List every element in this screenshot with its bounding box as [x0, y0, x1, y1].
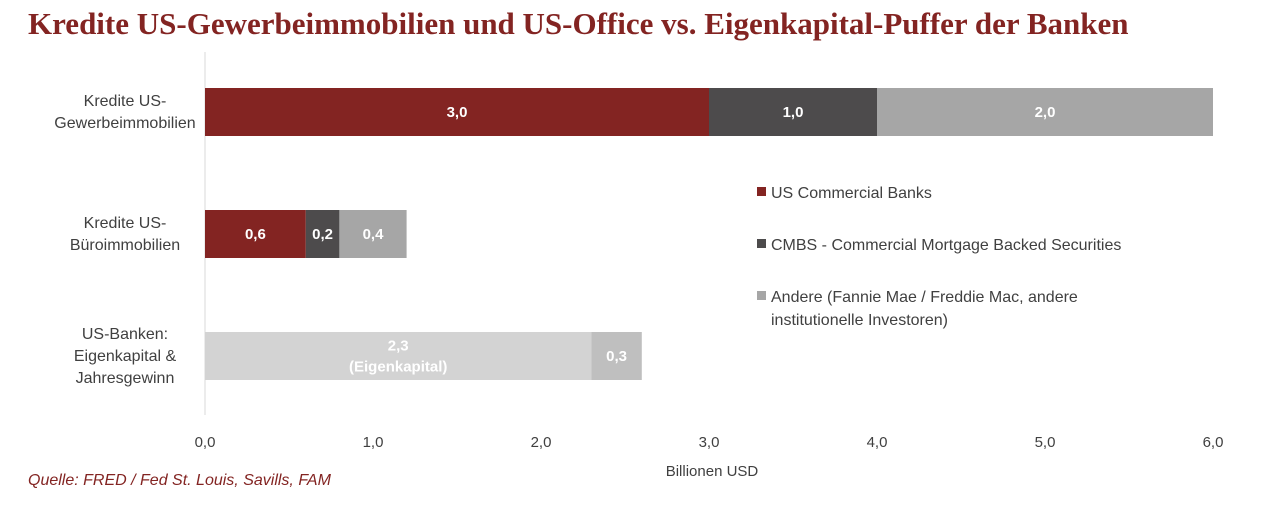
x-tick-label-line: 3,0 — [699, 434, 720, 451]
bar-segment — [709, 88, 877, 136]
x-tick-label: 6,0 — [1203, 434, 1224, 451]
data-label-line: 0,2 — [312, 226, 333, 243]
bar-segment — [339, 210, 407, 258]
x-tick-label: 2,0 — [531, 434, 552, 451]
category-label-line: Kredite US- — [84, 215, 167, 232]
category-label-line: US-Banken: — [82, 326, 168, 343]
category-label: Kredite US- Büroimmobilien — [70, 215, 180, 254]
legend-swatch — [757, 239, 766, 248]
bar-segment — [205, 88, 709, 136]
category-label-line: Gewerbeimmobilien — [54, 115, 195, 132]
legend-label-line: Andere (Fannie Mae / Freddie Mac, andere — [771, 289, 1078, 306]
data-label: 1,0 — [783, 104, 804, 121]
x-axis-label-line: Billionen USD — [666, 463, 759, 480]
category-label-line: Büroimmobilien — [70, 237, 180, 254]
category-label-line: Eigenkapital & — [74, 348, 177, 365]
data-label-line: 0,6 — [245, 226, 266, 243]
data-label-line: (Eigenkapital) — [349, 359, 447, 376]
legend-swatch — [757, 187, 766, 196]
x-tick-label-line: 1,0 — [363, 434, 384, 451]
source-note: Quelle: FRED / Fed St. Louis, Savills, F… — [28, 472, 331, 489]
data-label-line: 0,3 — [606, 348, 627, 365]
category-label-line: Kredite US- — [84, 93, 167, 110]
data-label: 0,6 — [245, 226, 266, 243]
x-tick-label: 1,0 — [363, 434, 384, 451]
bar-segment — [305, 210, 340, 258]
bar-segment — [205, 332, 592, 380]
chart-title: Kredite US-Gewerbeimmobilien und US-Offi… — [28, 6, 1129, 41]
data-label: 3,0 — [447, 104, 468, 121]
x-tick-label: 3,0 — [699, 434, 720, 451]
data-label-line: 1,0 — [783, 104, 804, 121]
x-tick-label-line: 0,0 — [195, 434, 216, 451]
legend-label-line: institutionelle Investoren) — [771, 312, 948, 329]
legend-label: CMBS - Commercial Mortgage Backed Securi… — [771, 237, 1121, 254]
legend-label-line: CMBS - Commercial Mortgage Backed Securi… — [771, 237, 1121, 254]
category-label: US-Banken: Eigenkapital & Jahresgewinn — [74, 326, 177, 387]
x-tick-label: 0,0 — [195, 434, 216, 451]
category-label-line: Jahresgewinn — [76, 370, 175, 387]
legend-label: Andere (Fannie Mae / Freddie Mac, andere… — [771, 289, 1078, 329]
data-label-line: 2,0 — [1035, 104, 1056, 121]
data-label: 2,3 (Eigenkapital) — [349, 338, 447, 376]
x-tick-label-line: 2,0 — [531, 434, 552, 451]
data-label: 0,2 — [312, 226, 333, 243]
data-label-line: 3,0 — [447, 104, 468, 121]
x-axis-label: Billionen USD — [666, 463, 759, 480]
bar-segment — [877, 88, 1213, 136]
legend-label-line: US Commercial Banks — [771, 185, 932, 202]
data-label-line: 0,4 — [363, 226, 385, 243]
x-tick-label-line: 4,0 — [867, 434, 888, 451]
data-label: 0,3 — [606, 348, 627, 365]
x-tick-label-line: 6,0 — [1203, 434, 1224, 451]
category-label: Kredite US- Gewerbeimmobilien — [54, 93, 195, 132]
data-label-line: 2,3 — [388, 338, 409, 355]
x-tick-label: 5,0 — [1035, 434, 1056, 451]
bar-segment — [591, 332, 642, 380]
x-tick-label-line: 5,0 — [1035, 434, 1056, 451]
x-tick-label: 4,0 — [867, 434, 888, 451]
legend-label: US Commercial Banks — [771, 185, 932, 202]
data-label: 0,4 — [363, 226, 385, 243]
data-label: 2,0 — [1035, 104, 1056, 121]
bar-segment — [205, 210, 306, 258]
legend-swatch — [757, 291, 766, 300]
